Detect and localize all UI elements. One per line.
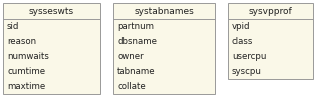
Text: sysvpprof: sysvpprof (249, 6, 292, 15)
Text: numwaits: numwaits (7, 52, 49, 61)
Text: vpid: vpid (232, 22, 250, 31)
Text: systabnames: systabnames (134, 6, 194, 15)
Text: collate: collate (117, 82, 146, 91)
Text: dbsname: dbsname (117, 37, 157, 46)
Text: partnum: partnum (117, 22, 154, 31)
FancyBboxPatch shape (228, 3, 313, 79)
Text: owner: owner (117, 52, 144, 61)
Text: syscpu: syscpu (232, 67, 262, 76)
Text: maxtime: maxtime (7, 82, 45, 91)
Text: tabname: tabname (117, 67, 156, 76)
FancyBboxPatch shape (3, 3, 100, 94)
Text: sid: sid (7, 22, 19, 31)
Text: cumtime: cumtime (7, 67, 45, 76)
Text: reason: reason (7, 37, 36, 46)
Text: class: class (232, 37, 253, 46)
FancyBboxPatch shape (113, 3, 215, 94)
Text: usercpu: usercpu (232, 52, 266, 61)
Text: sysseswts: sysseswts (29, 6, 74, 15)
